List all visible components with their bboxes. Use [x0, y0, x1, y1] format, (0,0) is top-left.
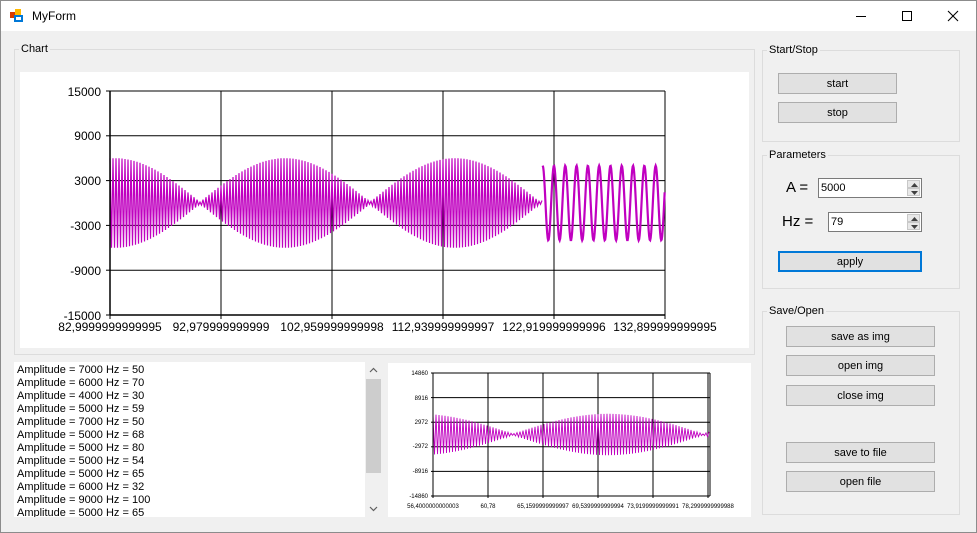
mini-chart-svg: 14860 8916 2972 -2972 -8916 -14860 56,40…: [407, 371, 734, 510]
app-icon: [10, 9, 23, 22]
series-line: [432, 413, 710, 456]
history-scroll-thumb[interactable]: [366, 379, 381, 473]
hz-spin-buttons[interactable]: [907, 214, 920, 230]
amplitude-input[interactable]: [821, 180, 905, 196]
minimize-button[interactable]: [838, 1, 884, 31]
minimize-icon: [856, 16, 866, 17]
main-y-tick: 9000: [74, 129, 101, 143]
history-list-items: Amplitude = 7000 Hz = 50 Amplitude = 6000…: [17, 364, 362, 517]
list-item[interactable]: Amplitude = 5000 Hz = 80: [17, 442, 145, 454]
start-stop-legend: Start/Stop: [769, 44, 818, 56]
chart-group-legend: Chart: [21, 43, 48, 55]
series-line: [541, 162, 666, 244]
list-item[interactable]: Amplitude = 5000 Hz = 68: [17, 429, 145, 441]
save-as-img-button[interactable]: save as img: [786, 326, 935, 347]
close-img-button[interactable]: close img: [786, 385, 935, 406]
list-item[interactable]: Amplitude = 5000 Hz = 54: [17, 455, 145, 467]
maximize-button[interactable]: [884, 1, 930, 31]
series-line: [109, 158, 543, 248]
spin-up-icon: [911, 183, 918, 187]
scroll-down-icon[interactable]: [369, 506, 378, 512]
window-title: MyForm: [32, 9, 76, 23]
list-item[interactable]: Amplitude = 5000 Hz = 59: [17, 403, 145, 415]
main-chart-axes: [106, 90, 666, 319]
close-button[interactable]: [930, 1, 976, 31]
spin-up-icon: [911, 217, 918, 221]
start-stop-group: Start/Stop: [762, 44, 960, 142]
main-chart-series: [109, 158, 666, 248]
stop-button[interactable]: stop: [778, 102, 897, 123]
parameters-group: Parameters: [762, 149, 960, 289]
main-x-tick: 112,939999999997: [392, 320, 495, 334]
main-y-tick: 15000: [68, 85, 102, 99]
save-open-legend: Save/Open: [769, 305, 825, 317]
list-item[interactable]: Amplitude = 7000 Hz = 50: [17, 364, 145, 376]
mini-x-tick: 65,1599999999997: [517, 504, 569, 510]
amplitude-label: A =: [786, 179, 809, 196]
mini-y-tick: -8916: [413, 469, 429, 475]
title-bar: MyForm: [1, 1, 976, 31]
amplitude-spin-buttons[interactable]: [907, 180, 920, 196]
hz-up-button[interactable]: [907, 214, 920, 222]
open-img-button[interactable]: open img: [786, 355, 935, 376]
history-scrollbar[interactable]: [365, 362, 382, 517]
main-y-tick: -15000: [64, 309, 102, 323]
main-chart-svg: 15000 9000 3000 -3000 -9000 -15000 82,99…: [58, 85, 717, 334]
main-x-tick: 122,919999999996: [502, 320, 606, 334]
main-y-tick: -3000: [70, 219, 101, 233]
hz-input[interactable]: [831, 214, 905, 230]
mini-chart-series: [432, 413, 710, 456]
mini-y-tick: 14860: [411, 371, 428, 377]
mini-x-tick: 78,2999999999988: [682, 504, 734, 510]
hz-stepper[interactable]: [828, 212, 922, 232]
spin-down-icon: [911, 225, 918, 229]
spin-down-icon: [911, 191, 918, 195]
main-x-tick: 92,979999999999: [173, 320, 270, 334]
mini-y-tick: -2972: [413, 444, 429, 450]
chart-group: Chart: [14, 43, 755, 355]
mini-x-tick: 73,9199999999991: [627, 504, 679, 510]
list-item[interactable]: Amplitude = 5000 Hz = 65: [17, 468, 145, 480]
main-y-tick: -9000: [70, 264, 101, 278]
mini-x-tick: 60,78: [480, 504, 496, 510]
amplitude-up-button[interactable]: [907, 180, 920, 188]
mini-x-tick: 56,4000000000003: [407, 504, 459, 510]
amplitude-down-button[interactable]: [907, 188, 920, 196]
scroll-up-icon[interactable]: [369, 367, 378, 373]
list-item[interactable]: Amplitude = 4000 Hz = 30: [17, 390, 145, 402]
main-x-tick: 132,899999999995: [613, 320, 717, 334]
mini-y-tick: 2972: [415, 420, 429, 426]
main-chart: 15000 9000 3000 -3000 -9000 -15000 82,99…: [20, 72, 749, 348]
close-icon: [947, 10, 959, 22]
save-to-file-button[interactable]: save to file: [786, 442, 935, 463]
mini-y-tick: 8916: [415, 396, 429, 402]
main-y-tick: 3000: [74, 174, 101, 188]
mini-chart: 14860 8916 2972 -2972 -8916 -14860 56,40…: [388, 363, 751, 517]
hz-label: Hz =: [782, 213, 814, 230]
apply-button[interactable]: apply: [778, 251, 922, 272]
hz-down-button[interactable]: [907, 222, 920, 230]
parameters-legend: Parameters: [769, 149, 826, 161]
mini-y-tick: -14860: [409, 494, 428, 500]
mini-chart-axes: [431, 372, 710, 498]
list-item[interactable]: Amplitude = 9000 Hz = 100: [17, 494, 151, 506]
amplitude-stepper[interactable]: [818, 178, 922, 198]
list-item[interactable]: Amplitude = 5000 Hz = 65: [17, 507, 145, 517]
list-item[interactable]: Amplitude = 6000 Hz = 32: [17, 481, 145, 493]
save-open-group: Save/Open: [762, 305, 960, 515]
list-item[interactable]: Amplitude = 7000 Hz = 50: [17, 416, 145, 428]
main-x-tick: 102,959999999998: [280, 320, 384, 334]
open-file-button[interactable]: open file: [786, 471, 935, 492]
maximize-icon: [902, 11, 912, 21]
main-x-tick: 82,9999999999995: [58, 320, 162, 334]
mini-x-tick: 69,5399999999994: [572, 504, 624, 510]
list-item[interactable]: Amplitude = 6000 Hz = 70: [17, 377, 145, 389]
history-listbox[interactable]: Amplitude = 7000 Hz = 50 Amplitude = 6000…: [14, 362, 382, 517]
start-button[interactable]: start: [778, 73, 897, 94]
